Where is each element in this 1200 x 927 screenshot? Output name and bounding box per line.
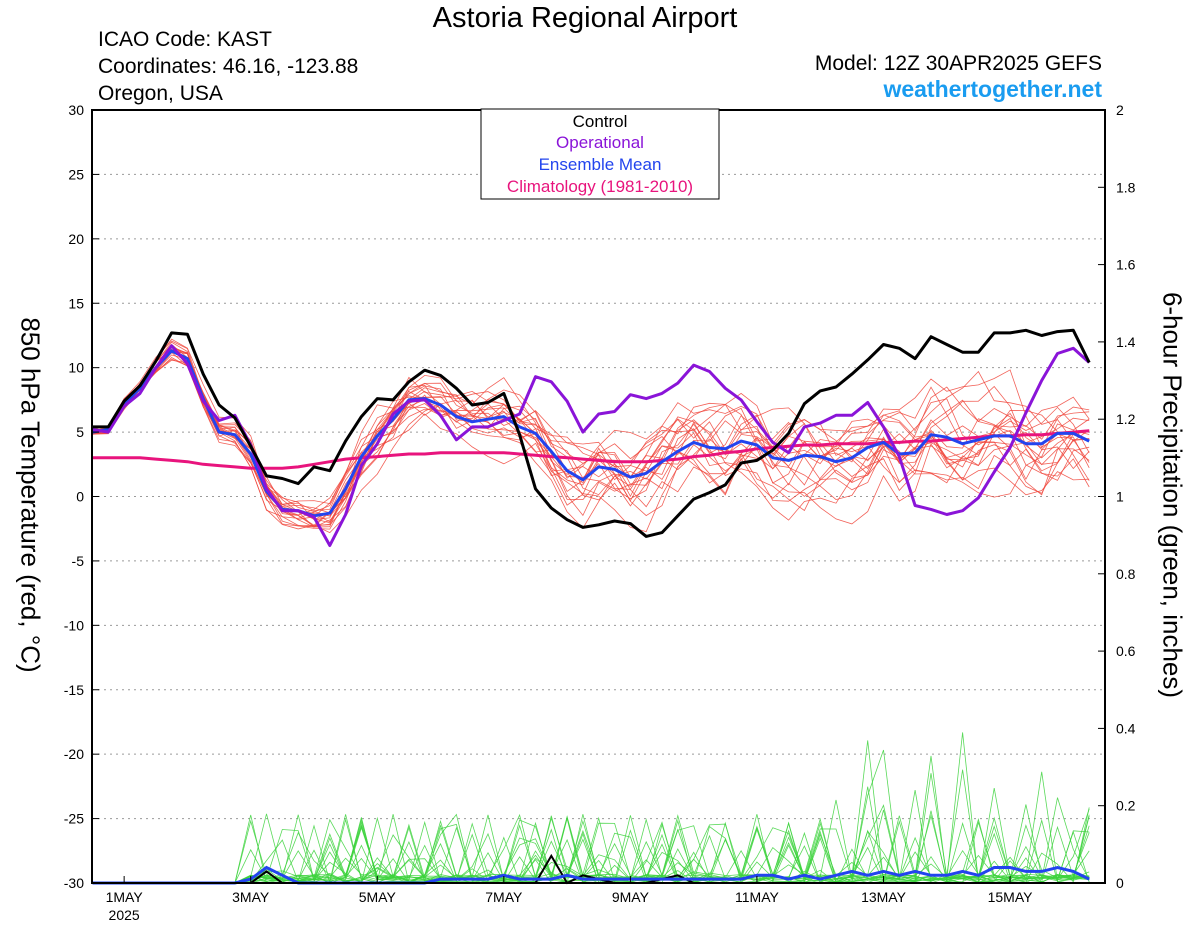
precip-member-line bbox=[92, 773, 1090, 884]
precip-member-line bbox=[92, 786, 1090, 884]
y-right-tick-label: 2 bbox=[1116, 102, 1124, 118]
x-tick-label: 11MAY bbox=[735, 889, 779, 905]
x-tick-label: 7MAY bbox=[485, 889, 523, 905]
y-left-tick-label: 20 bbox=[68, 231, 84, 247]
y-right-tick-label: 1.4 bbox=[1116, 334, 1136, 350]
x-tick-label: 1MAY bbox=[106, 889, 144, 905]
y-right-tick-label: 1.6 bbox=[1116, 257, 1136, 273]
x-tick-label: 9MAY bbox=[612, 889, 650, 905]
y-left-tick-label: -5 bbox=[72, 553, 85, 569]
temp-member-line bbox=[92, 349, 1090, 528]
temp-series-control bbox=[92, 328, 1091, 538]
icao-code: ICAO Code: KAST bbox=[98, 28, 272, 51]
y-right-tick-label: 1.8 bbox=[1116, 179, 1136, 195]
x-tick-year: 2025 bbox=[109, 907, 140, 923]
y-left-tick-label: -15 bbox=[64, 682, 84, 698]
model-run: Model: 12Z 30APR2025 GEFS bbox=[814, 52, 1102, 75]
y-left-tick-label: 30 bbox=[68, 102, 84, 118]
y-left-tick-label: -25 bbox=[64, 811, 84, 827]
y-right-tick-label: 1.2 bbox=[1116, 411, 1136, 427]
precip-member-line bbox=[92, 749, 1090, 884]
temp-member-line bbox=[92, 341, 1090, 534]
axis-ticks: 302520151050-5-10-15-20-25-3021.81.61.41… bbox=[64, 102, 1136, 923]
y-right-tick-label: 0.2 bbox=[1116, 798, 1136, 814]
y-right-tick-label: 0.8 bbox=[1116, 566, 1136, 582]
legend-climatology: Climatology (1981-2010) bbox=[507, 177, 693, 196]
y-left-tick-label: -10 bbox=[64, 617, 84, 633]
y-left-tick-label: 10 bbox=[68, 360, 84, 376]
precip-member-line bbox=[92, 814, 1090, 884]
y-right-tick-label: 0 bbox=[1116, 875, 1124, 891]
temp-series-operational bbox=[92, 344, 1091, 547]
y-left-tick-label: -20 bbox=[64, 746, 84, 762]
y-left-tick-label: 5 bbox=[76, 424, 84, 440]
x-tick-label: 3MAY bbox=[232, 889, 270, 905]
coordinates: Coordinates: 46.16, -123.88 bbox=[98, 55, 359, 78]
y-left-tick-label: -30 bbox=[64, 875, 84, 891]
legend-ensemble-mean: Ensemble Mean bbox=[539, 155, 662, 174]
precip-series-ensemble-mean bbox=[92, 865, 1090, 885]
chart-title: Astoria Regional Airport bbox=[432, 2, 738, 34]
y-left-tick-label: 0 bbox=[76, 489, 84, 505]
y-left-tick-label: 15 bbox=[68, 295, 84, 311]
grid bbox=[92, 173, 1105, 820]
site-link[interactable]: weathertogether.net bbox=[883, 76, 1102, 102]
series-lines bbox=[92, 328, 1091, 885]
y-left-tick-label: 25 bbox=[68, 166, 84, 182]
region: Oregon, USA bbox=[98, 82, 223, 105]
legend: Control Operational Ensemble Mean Climat… bbox=[480, 108, 720, 200]
y-right-tick-label: 1 bbox=[1116, 489, 1124, 505]
x-tick-label: 13MAY bbox=[861, 889, 907, 905]
x-tick-label: 15MAY bbox=[988, 889, 1034, 905]
x-tick-label: 5MAY bbox=[359, 889, 397, 905]
temp-series-ensemble-mean bbox=[92, 349, 1090, 518]
y-right-tick-label: 0.6 bbox=[1116, 643, 1136, 659]
y-right-tick-label: 0.4 bbox=[1116, 720, 1136, 736]
legend-operational: Operational bbox=[556, 133, 644, 152]
legend-control: Control bbox=[573, 112, 628, 131]
legend-box bbox=[480, 108, 720, 200]
